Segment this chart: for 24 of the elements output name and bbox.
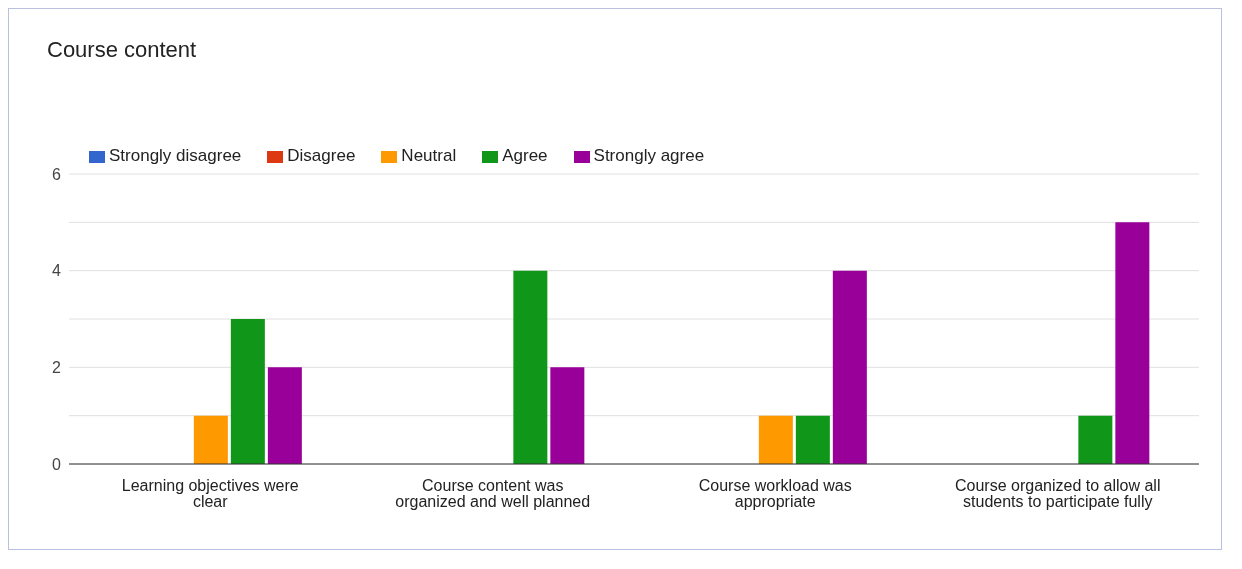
legend-label: Disagree: [287, 146, 356, 165]
bar: [795, 415, 830, 464]
y-tick-label: 2: [52, 359, 62, 377]
bar: [193, 415, 228, 464]
legend-label: Strongly agree: [593, 146, 705, 165]
bar: [832, 270, 867, 464]
x-tick-label: Course organized to allow all students to participate fully: [955, 477, 1161, 511]
legend-label: Strongly disagree: [109, 146, 242, 165]
x-tick-label: Learning objectives were clear: [121, 477, 299, 511]
bar: [758, 415, 793, 464]
y-tick-label: 6: [52, 165, 62, 183]
x-tick-label: Course content was organized and well planned: [395, 477, 591, 511]
x-tick-label: Course workload was appropriate: [698, 477, 852, 511]
bar: [513, 270, 548, 464]
chart-title: Course content: [47, 37, 197, 63]
legend-label: Agree: [502, 146, 548, 165]
bar: [1078, 415, 1113, 464]
y-tick-label: 4: [52, 262, 62, 280]
bar: [1115, 222, 1150, 464]
legend-label: Neutral: [401, 146, 457, 165]
bar: [267, 367, 302, 464]
bar: [230, 319, 265, 464]
y-tick-label: 0: [52, 455, 62, 473]
bar: [550, 367, 585, 464]
